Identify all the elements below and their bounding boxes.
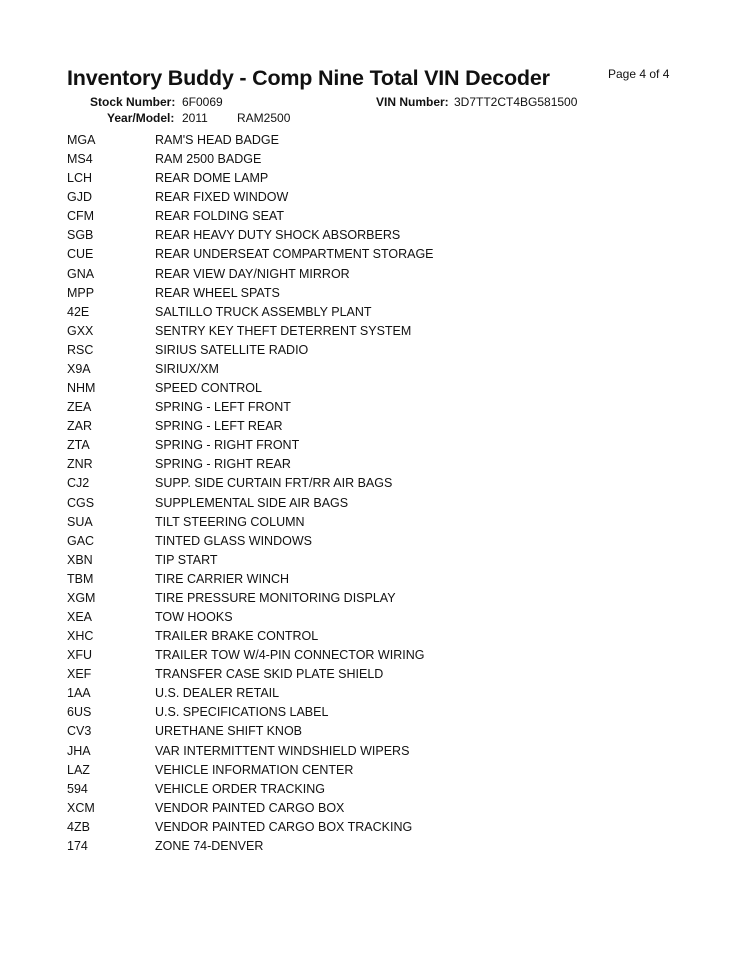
year-value: 2011 (182, 111, 208, 125)
option-description: REAR FIXED WINDOW (155, 190, 289, 205)
option-description: TRANSFER CASE SKID PLATE SHIELD (155, 667, 384, 682)
option-code: CGS (67, 495, 95, 510)
option-description: SENTRY KEY THEFT DETERRENT SYSTEM (155, 323, 412, 338)
year-model-label: Year/Model: (107, 111, 175, 125)
option-description: REAR UNDERSEAT COMPARTMENT STORAGE (155, 247, 434, 262)
option-description: ZONE 74-DENVER (155, 838, 264, 853)
option-code: 174 (67, 838, 88, 853)
option-code: TBM (67, 571, 94, 586)
option-code: 594 (67, 781, 88, 796)
option-description: SUPP. SIDE CURTAIN FRT/RR AIR BAGS (155, 476, 393, 491)
option-description: SPRING - RIGHT REAR (155, 457, 291, 472)
option-code: 42E (67, 304, 90, 319)
option-code: SUA (67, 514, 93, 529)
option-code: JHA (67, 743, 91, 758)
option-description: SPEED CONTROL (155, 381, 262, 396)
option-description: TIRE PRESSURE MONITORING DISPLAY (155, 590, 396, 605)
option-description: RAM 2500 BADGE (155, 152, 262, 167)
option-description: TOW HOOKS (155, 610, 233, 624)
vin-number-label: VIN Number: (376, 95, 449, 109)
option-code: CFM (67, 209, 95, 224)
option-code: 6US (67, 705, 92, 720)
option-description: RAM'S HEAD BADGE (155, 133, 279, 147)
option-description: TILT STEERING COLUMN (155, 514, 305, 529)
option-description: TRAILER TOW W/4-PIN CONNECTOR WIRING (155, 648, 425, 663)
option-code: ZNR (67, 457, 93, 472)
option-description: VEHICLE ORDER TRACKING (155, 781, 325, 796)
option-code: XCM (67, 800, 95, 815)
option-description: REAR VIEW DAY/NIGHT MIRROR (155, 266, 350, 281)
option-description: SPRING - LEFT REAR (155, 419, 283, 434)
option-code: XBN (67, 552, 93, 567)
option-code: GAC (67, 533, 95, 548)
option-code: MPP (67, 285, 95, 300)
option-description: VEHICLE INFORMATION CENTER (155, 762, 354, 777)
option-code: XHC (67, 629, 94, 644)
option-code: GJD (67, 190, 92, 205)
option-description: SIRIUX/XM (155, 361, 219, 376)
option-description: TINTED GLASS WINDOWS (155, 533, 312, 548)
option-code: ZTA (67, 438, 90, 453)
option-description: SPRING - RIGHT FRONT (155, 438, 300, 453)
option-code: CUE (67, 247, 94, 262)
option-code: NHM (67, 381, 96, 396)
option-code: ZEA (67, 400, 92, 415)
option-description: REAR FOLDING SEAT (155, 209, 284, 224)
option-code: SGB (67, 228, 94, 243)
stock-number-label: Stock Number: (90, 95, 176, 109)
option-description: U.S. DEALER RETAIL (155, 686, 280, 701)
option-code: RSC (67, 342, 94, 357)
option-code: X9A (67, 361, 91, 376)
option-code: XGM (67, 590, 96, 605)
option-description: TRAILER BRAKE CONTROL (155, 629, 319, 644)
option-description: REAR WHEEL SPATS (155, 285, 280, 300)
option-code: CV3 (67, 724, 92, 739)
option-description: REAR HEAVY DUTY SHOCK ABSORBERS (155, 228, 401, 243)
option-description: U.S. SPECIFICATIONS LABEL (155, 705, 329, 720)
option-code: XEA (67, 610, 93, 624)
option-description: VENDOR PAINTED CARGO BOX (155, 800, 345, 815)
option-code: 1AA (67, 686, 91, 701)
page-number: Page 4 of 4 (608, 67, 670, 81)
option-code: 4ZB (67, 819, 90, 834)
option-code: XEF (67, 667, 92, 682)
option-code: MS4 (67, 152, 93, 167)
option-code: MGA (67, 133, 96, 147)
option-description: VENDOR PAINTED CARGO BOX TRACKING (155, 819, 413, 834)
vin-number-value: 3D7TT2CT4BG581500 (454, 95, 578, 109)
option-description: TIP START (155, 552, 218, 567)
option-code: CJ2 (67, 476, 90, 491)
page-title: Inventory Buddy - Comp Nine Total VIN De… (67, 66, 550, 90)
option-description: REAR DOME LAMP (155, 171, 269, 186)
option-code: LAZ (67, 762, 90, 777)
stock-number-value: 6F0069 (182, 95, 223, 109)
option-description: SIRIUS SATELLITE RADIO (155, 342, 309, 357)
option-description: VAR INTERMITTENT WINDSHIELD WIPERS (155, 743, 410, 758)
option-description: SALTILLO TRUCK ASSEMBLY PLANT (155, 304, 372, 319)
option-code: GNA (67, 266, 95, 281)
option-code: GXX (67, 323, 94, 338)
option-code: XFU (67, 648, 92, 663)
option-description: TIRE CARRIER WINCH (155, 571, 290, 586)
option-description: URETHANE SHIFT KNOB (155, 724, 303, 739)
model-value: RAM2500 (237, 111, 291, 125)
option-description: SPRING - LEFT FRONT (155, 400, 291, 415)
option-code: ZAR (67, 419, 92, 434)
option-description: SUPPLEMENTAL SIDE AIR BAGS (155, 495, 349, 510)
option-code: LCH (67, 171, 93, 186)
